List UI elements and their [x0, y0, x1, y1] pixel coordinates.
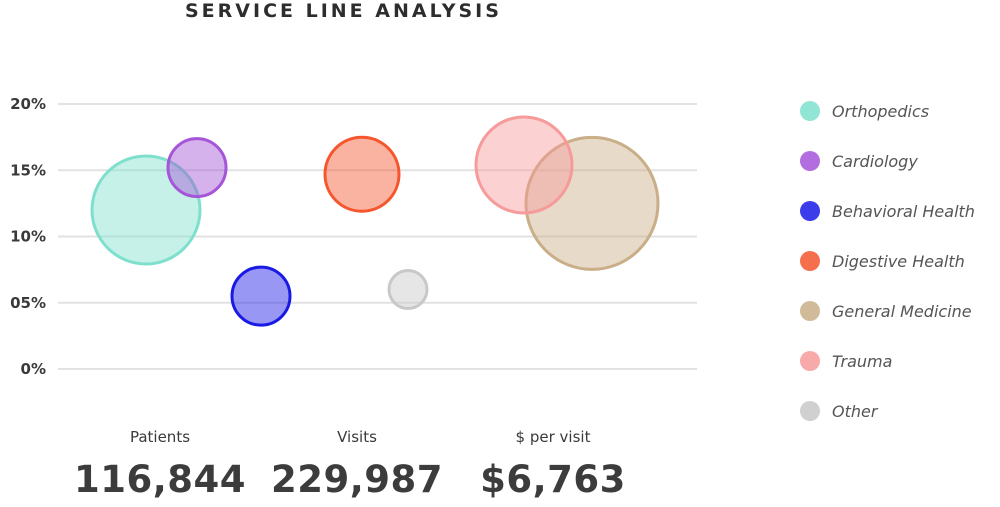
legend-swatch — [800, 151, 820, 171]
chart-title: SERVICE LINE ANALYSIS — [185, 0, 502, 22]
legend-item[interactable]: Orthopedics — [800, 86, 975, 136]
legend-item[interactable]: Other — [800, 386, 975, 436]
y-axis-ticks: 0% 05% 10% 15% 20% — [10, 95, 46, 378]
legend-label: Trauma — [832, 351, 893, 371]
grid-lines — [58, 103, 697, 370]
legend-item[interactable]: General Medicine — [800, 286, 975, 336]
stat-label: $ per visit — [515, 428, 591, 446]
legend-item[interactable]: Digestive Health — [800, 236, 975, 286]
legend-swatch — [800, 201, 820, 221]
legend-label: Other — [832, 401, 878, 421]
bubble-other[interactable] — [387, 269, 429, 310]
stat-per-visit: $ per visit $6,763 — [458, 428, 648, 501]
y-tick-label: 0% — [21, 360, 46, 378]
y-tick-label: 15% — [10, 161, 46, 179]
y-tick-label: 10% — [10, 228, 46, 246]
legend-swatch — [800, 101, 820, 121]
stat-label: Visits — [337, 428, 377, 446]
legend-item[interactable]: Behavioral Health — [800, 186, 975, 236]
y-tick-label: 20% — [10, 95, 46, 113]
bubble-general-medicine[interactable] — [524, 135, 660, 271]
legend-swatch — [800, 401, 820, 421]
stat-value: 116,844 — [73, 458, 247, 501]
legend-label: Behavioral Health — [832, 201, 975, 221]
legend-swatch — [800, 301, 820, 321]
stat-visits: Visits 229,987 — [262, 428, 452, 501]
legend-item[interactable]: Cardiology — [800, 136, 975, 186]
stat-value: 229,987 — [270, 458, 444, 501]
legend: Orthopedics Cardiology Behavioral Health Di… — [800, 86, 975, 436]
bubble-chart: 0% 05% 10% 15% 20% — [10, 95, 697, 378]
legend-swatch — [800, 351, 820, 371]
bubbles — [90, 115, 660, 327]
bubble-digestive-health[interactable] — [323, 135, 401, 213]
stat-label: Patients — [129, 428, 191, 446]
bubble-trauma[interactable] — [474, 115, 574, 215]
stat-patients: Patients 116,844 — [65, 428, 255, 501]
legend-item[interactable]: Trauma — [800, 336, 975, 386]
legend-label: Orthopedics — [832, 101, 930, 121]
stat-value: $6,763 — [480, 458, 626, 501]
y-tick-label: 05% — [10, 294, 46, 312]
legend-label: Digestive Health — [832, 251, 965, 271]
legend-swatch — [800, 251, 820, 271]
bubble-cardiology[interactable] — [166, 137, 228, 199]
bubble-behavioral-health[interactable] — [230, 265, 292, 327]
legend-label: General Medicine — [832, 301, 972, 321]
legend-label: Cardiology — [832, 151, 918, 171]
